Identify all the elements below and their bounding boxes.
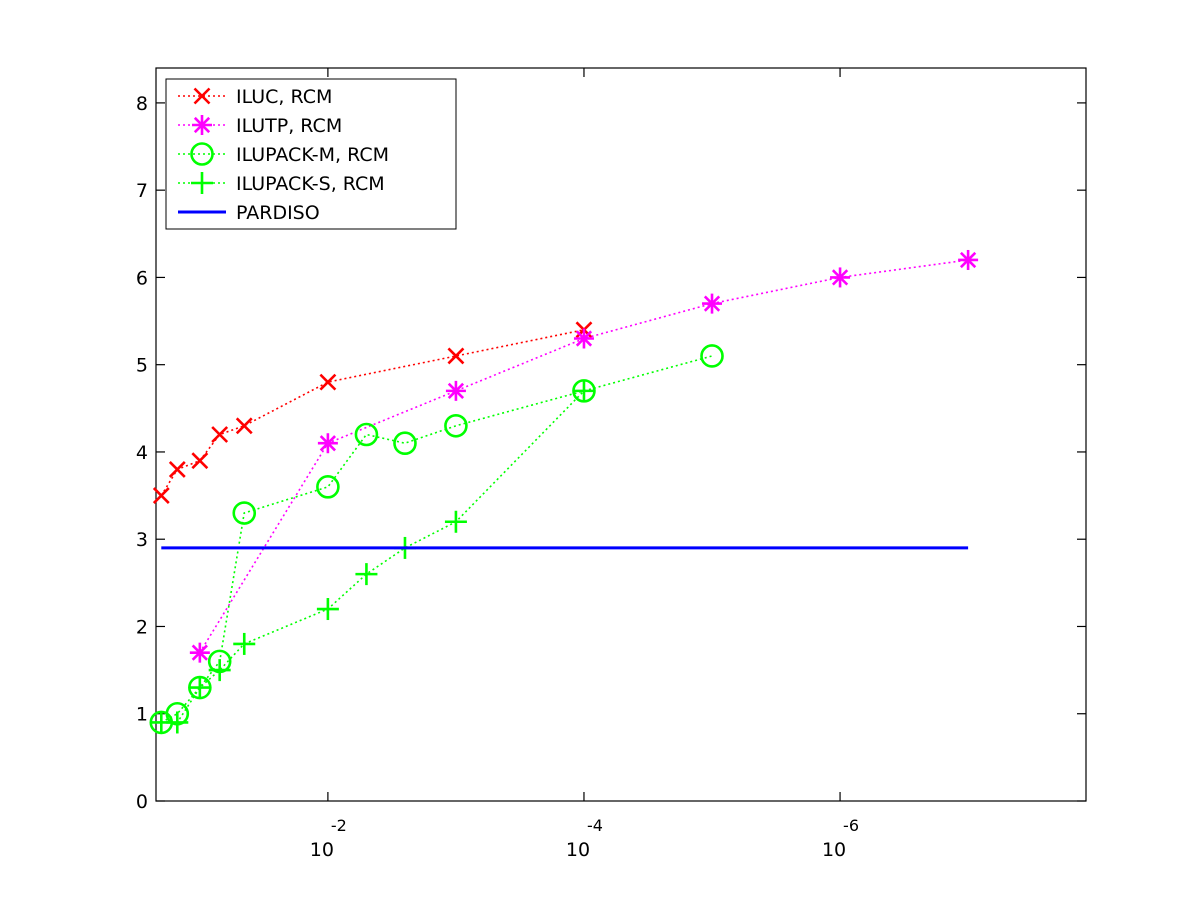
marker-stroke <box>152 487 170 505</box>
x-tick-exponent: -6 <box>843 816 859 835</box>
marker-stroke <box>703 295 721 312</box>
marker-stroke <box>447 347 465 365</box>
legend-label-pardiso: PARDISO <box>236 202 320 224</box>
legend-marker-ilupack-s-rcm <box>191 172 213 194</box>
data-point-iluc-rcm <box>168 460 186 478</box>
x-tick-label: 10 <box>822 839 846 861</box>
y-tick-label: 7 <box>136 180 148 202</box>
data-point-ilupack-m-rcm <box>232 501 257 525</box>
marker-stroke <box>193 116 211 134</box>
marker-stroke <box>190 142 214 166</box>
marker-stroke <box>235 417 253 435</box>
data-point-ilupack-s-rcm <box>572 379 595 402</box>
data-point-ilupack-m-rcm <box>316 475 340 499</box>
data-point-iluc-rcm <box>235 417 253 435</box>
y-tick-label: 8 <box>136 93 148 115</box>
axes-ticks: 0 1 2 3 4 5 6 7 8 -2 10 -4 10 -6 10 <box>136 68 1086 861</box>
data-point-iluc-rcm <box>447 347 465 365</box>
marker-stroke <box>168 460 186 478</box>
data-point-ilupack-m-rcm <box>354 422 379 447</box>
legend-entry-iluc-rcm: ILUC, RCM <box>178 86 332 108</box>
legend-entry-ilupack-s-rcm: ILUPACK-S, RCM <box>178 172 385 195</box>
legend-entry-pardiso: PARDISO <box>178 202 320 224</box>
series-ilupack-s-rcm <box>150 379 595 734</box>
marker-stroke <box>393 431 417 456</box>
marker-stroke <box>319 373 337 391</box>
data-point-ilutp-rcm <box>958 249 979 270</box>
marker-stroke <box>211 426 229 443</box>
marker-stroke <box>316 475 340 499</box>
data-point-ilupack-s-rcm <box>166 711 189 734</box>
legend-label-iluc-rcm: ILUC, RCM <box>236 86 332 108</box>
marker-stroke <box>575 330 593 347</box>
x-tick-label: 10 <box>310 839 334 861</box>
legend-marker-iluc-rcm <box>193 87 211 105</box>
data-point-ilutp-rcm <box>317 433 338 454</box>
marker-stroke <box>191 644 208 661</box>
data-point-ilupack-m-rcm <box>700 344 724 368</box>
series-layer <box>149 249 979 735</box>
marker-stroke <box>831 269 849 286</box>
marker-stroke <box>232 501 257 525</box>
data-point-ilupack-s-rcm <box>444 510 467 533</box>
series-line-iluc-rcm <box>160 329 585 497</box>
marker-stroke <box>354 422 379 447</box>
legend-box <box>165 78 457 230</box>
x-tick-exponent: -2 <box>331 816 347 835</box>
data-point-iluc-rcm <box>319 373 337 391</box>
legend-marker-ilutp-rcm <box>192 115 212 135</box>
x-tick-exponent: -4 <box>587 816 603 835</box>
y-tick-label: 1 <box>136 704 148 726</box>
data-point-ilutp-rcm <box>573 328 594 349</box>
y-tick-label: 5 <box>136 355 148 377</box>
data-point-iluc-rcm <box>152 487 170 505</box>
y-tick-label: 6 <box>136 267 148 289</box>
marker-stroke <box>700 344 724 368</box>
y-tick-label: 4 <box>136 442 148 464</box>
data-point-ilutp-rcm <box>189 642 210 663</box>
y-tick-label: 0 <box>136 791 148 813</box>
y-tick-label: 3 <box>136 529 148 551</box>
legend-marker-ilupack-m-rcm <box>190 142 214 166</box>
data-point-ilutp-rcm <box>445 380 466 401</box>
legend-entry-ilutp-rcm: ILUTP, RCM <box>178 115 342 137</box>
marker-stroke <box>959 251 977 269</box>
data-point-ilupack-m-rcm <box>444 413 468 438</box>
legend-label-ilupack-s-rcm: ILUPACK-S, RCM <box>236 173 385 195</box>
y-tick-label: 2 <box>136 616 148 638</box>
marker-stroke <box>191 452 209 470</box>
data-point-ilutp-rcm <box>830 267 851 288</box>
data-point-ilupack-s-rcm <box>316 598 339 621</box>
data-point-ilupack-s-rcm <box>208 659 231 682</box>
series-ilutp-rcm <box>189 249 979 663</box>
data-point-ilupack-s-rcm <box>233 632 256 655</box>
data-point-iluc-rcm <box>211 426 229 443</box>
legend: ILUC, RCM ILUTP, RCM ILUPACK-M, RCM ILUPACK… <box>165 78 457 230</box>
series-line-ilupack-s-rcm <box>161 390 585 724</box>
data-point-ilupack-s-rcm <box>188 676 211 699</box>
x-tick-label: 10 <box>566 839 590 861</box>
legend-label-ilupack-m-rcm: ILUPACK-M, RCM <box>236 144 389 166</box>
data-point-ilupack-s-rcm <box>355 563 378 586</box>
legend-entry-ilupack-m-rcm: ILUPACK-M, RCM <box>178 142 389 166</box>
legend-label-ilutp-rcm: ILUTP, RCM <box>236 115 342 137</box>
marker-stroke <box>444 413 468 438</box>
marker-stroke <box>447 382 465 399</box>
marker-stroke <box>319 435 337 452</box>
data-point-ilutp-rcm <box>702 293 723 314</box>
marker-stroke <box>193 87 211 105</box>
data-point-iluc-rcm <box>191 452 209 470</box>
data-point-ilupack-m-rcm <box>393 431 417 456</box>
